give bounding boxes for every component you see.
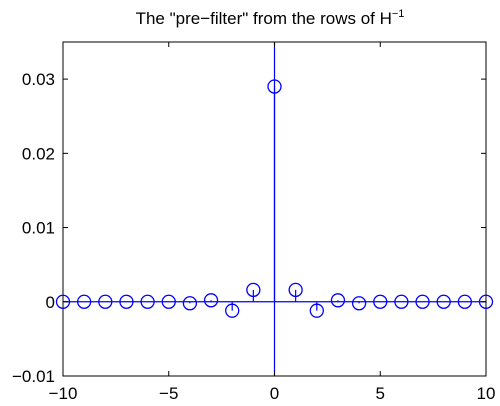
- x-tick-label: 5: [376, 384, 385, 403]
- y-tick-label: 0.01: [22, 219, 55, 238]
- stem-marker: [140, 294, 155, 309]
- stem-marker: [267, 79, 282, 94]
- stem-marker: [98, 294, 113, 309]
- stem-marker: [351, 296, 367, 311]
- y-tick-label: 0.03: [22, 70, 55, 89]
- y-tick-label: 0: [46, 293, 55, 312]
- stem-marker: [415, 294, 430, 309]
- stem-marker: [288, 282, 303, 298]
- y-tick-label: 0.02: [22, 144, 55, 163]
- x-tick-label: 0: [270, 384, 279, 403]
- stem-markers: [55, 79, 494, 318]
- stem-marker: [225, 303, 240, 318]
- stem-marker: [55, 294, 71, 309]
- stem-marker: [119, 294, 134, 309]
- stem-marker: [457, 294, 473, 309]
- stem-marker: [330, 293, 346, 308]
- stem-marker: [309, 303, 324, 318]
- y-tick-label: −0.01: [12, 367, 55, 386]
- stem-marker: [373, 294, 388, 309]
- chart-title: The "pre−filter" from the rows of H−1: [136, 8, 405, 28]
- y-axis-ticks: −0.01 0 0.01 0.02 0.03: [12, 70, 486, 386]
- title-superscript: −1: [392, 8, 405, 20]
- stem-marker: [478, 294, 494, 309]
- stem-marker: [182, 296, 198, 311]
- x-axis-ticks: −10 −5 0 5 10: [49, 42, 496, 403]
- x-tick-label: −10: [49, 384, 78, 403]
- stem-marker: [246, 282, 261, 298]
- stem-marker: [77, 294, 92, 309]
- stem-marker: [394, 294, 409, 309]
- x-tick-label: 10: [477, 384, 496, 403]
- stem-marker: [436, 294, 451, 309]
- x-tick-label: −5: [159, 384, 178, 403]
- stem-marker: [203, 293, 219, 308]
- stem-marker: [161, 294, 176, 309]
